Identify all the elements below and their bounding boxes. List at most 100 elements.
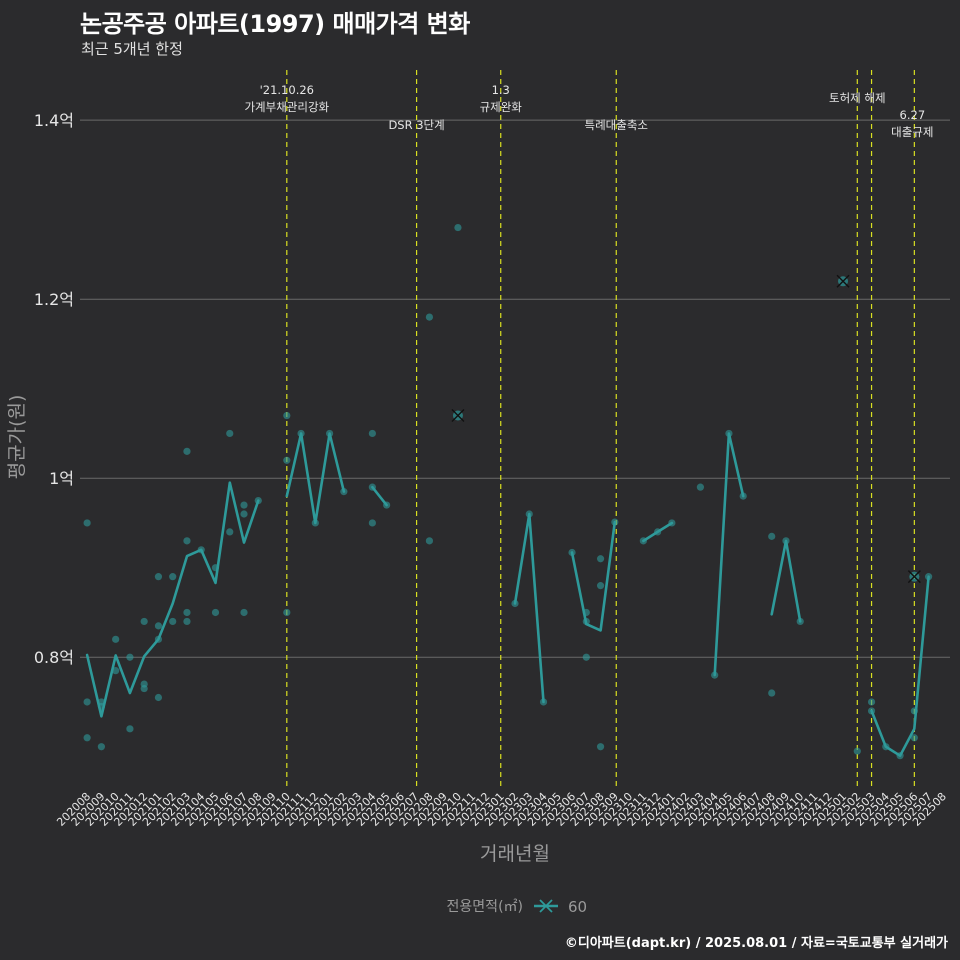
data-point	[639, 537, 647, 545]
data-point	[368, 483, 376, 491]
data-point	[768, 532, 776, 540]
data-point	[140, 617, 148, 626]
data-point	[83, 519, 91, 527]
data-points	[83, 223, 933, 760]
data-point	[325, 429, 334, 438]
series-line-60	[570, 520, 617, 632]
data-point	[297, 429, 305, 438]
data-point	[368, 429, 376, 438]
event-label: 대출규제	[891, 125, 933, 139]
data-point	[83, 734, 91, 742]
data-point	[725, 429, 733, 438]
source-caption: ©디아파트(dapt.kr) / 2025.08.01 / 자료=국토교통부 실…	[564, 936, 948, 951]
data-point	[154, 635, 163, 643]
data-point	[696, 483, 705, 491]
data-point	[154, 693, 163, 702]
event-label: 1.3	[492, 83, 510, 97]
data-point	[283, 456, 291, 464]
data-point	[169, 617, 177, 626]
data-point	[97, 743, 105, 751]
data-point	[240, 608, 248, 617]
data-point	[211, 608, 220, 617]
data-point	[910, 734, 918, 742]
highlight-point	[451, 409, 465, 423]
highlight-point	[836, 274, 850, 288]
data-point	[925, 573, 933, 581]
data-point	[525, 510, 533, 518]
data-point	[240, 501, 248, 509]
data-point	[611, 518, 619, 526]
data-point	[311, 519, 319, 527]
data-point	[867, 707, 876, 715]
legend-title: 전용면적(㎡)	[447, 899, 523, 915]
series-line-60	[85, 481, 260, 718]
data-point	[383, 501, 391, 509]
chart-subtitle: 최근 5개년 한정	[81, 40, 183, 58]
legend-key-icon	[534, 899, 558, 913]
data-point	[896, 752, 904, 760]
data-point	[283, 411, 291, 420]
data-point	[596, 743, 605, 751]
legend: 전용면적(㎡) 60	[447, 898, 588, 916]
event-label: 가계부채관리강화	[244, 100, 329, 114]
data-point	[197, 546, 205, 554]
y-tick-label: 1.2억	[34, 290, 74, 309]
data-point	[97, 702, 105, 711]
data-point	[511, 599, 519, 608]
data-point	[340, 488, 348, 496]
data-point	[154, 573, 163, 581]
y-tick-label: 1.4억	[34, 111, 74, 130]
data-point	[782, 537, 790, 545]
data-point	[183, 447, 191, 455]
event-label: 토허제 해제	[829, 91, 886, 105]
data-point	[140, 684, 148, 693]
series-line-60	[870, 575, 930, 757]
data-point	[796, 617, 804, 626]
data-point	[654, 528, 662, 536]
data-point	[240, 510, 248, 518]
series-lines	[85, 432, 930, 757]
data-point	[254, 496, 262, 505]
data-point	[154, 622, 163, 630]
event-label: '21.10.26	[260, 83, 314, 97]
event-label: DSR 3단계	[388, 118, 444, 132]
legend-entry-60: 60	[568, 898, 587, 916]
series-line-60	[713, 432, 745, 677]
series-line-60	[371, 485, 388, 507]
data-point	[112, 667, 120, 675]
data-point	[183, 537, 191, 545]
data-point	[211, 564, 220, 572]
data-point	[582, 653, 590, 661]
y-tick-label: 1억	[49, 469, 74, 488]
event-label: 6.27	[900, 108, 926, 122]
data-point	[126, 725, 134, 733]
data-point	[183, 608, 191, 617]
data-point	[596, 555, 605, 563]
data-point	[739, 492, 747, 500]
data-point	[454, 223, 462, 232]
data-point	[568, 548, 576, 557]
event-label: 특례대출축소	[585, 118, 648, 132]
y-axis-ticks: 0.8억 1억 1.2억 1.4억	[34, 111, 74, 667]
x-axis-ticks: 2020082020092020102020112020122021012021…	[54, 790, 949, 829]
series-line-60	[513, 512, 545, 704]
data-point	[112, 635, 120, 643]
data-point	[582, 617, 590, 626]
data-point	[83, 698, 91, 706]
data-point	[226, 429, 234, 438]
data-point	[226, 528, 234, 536]
data-point	[867, 698, 876, 706]
policy-event-lines	[286, 70, 915, 787]
data-point	[668, 519, 676, 527]
data-point	[882, 743, 890, 751]
data-point	[368, 519, 376, 527]
data-point	[582, 608, 590, 617]
data-point	[425, 537, 434, 545]
y-axis-title: 평균가(원)	[6, 395, 28, 480]
data-point	[910, 707, 918, 715]
data-point	[425, 313, 434, 321]
highlight-point	[907, 570, 921, 584]
